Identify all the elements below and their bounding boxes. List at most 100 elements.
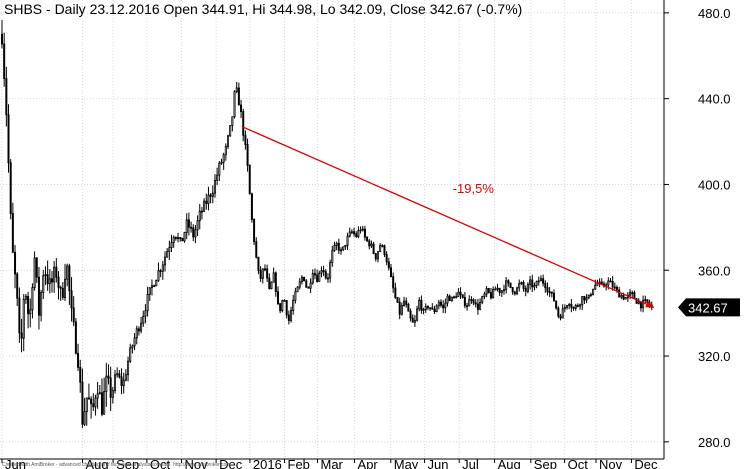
candle-body [3,43,6,79]
candle-body [487,288,490,293]
trendline-annotation: -19,5% [453,181,495,196]
candle-body [203,200,206,212]
candle-body [585,297,588,301]
candle-body [331,249,334,263]
candle-body [0,33,4,45]
candle-body [220,161,223,164]
candle-body [300,276,303,283]
candle-body [498,287,501,293]
x-axis: Jun Aug Sep Oct Nov Dec 2016 Feb Mar Apr May Jun Jul… [1,457,658,469]
candle-body [396,297,399,303]
candle-body [407,304,410,312]
candle-body [161,264,164,272]
candle-body [120,376,123,387]
candle-body [374,253,377,260]
y-tick-label: 480.0 [698,6,731,21]
candle-body [20,332,23,339]
y-tick-label: 280.0 [698,435,731,450]
candle-body [42,275,45,293]
candle-body [411,317,414,323]
candle-body [609,280,612,283]
candle-body [313,273,316,276]
candle-body [235,87,238,93]
candle-body [481,296,484,303]
candle-body [257,256,260,271]
candle-body [27,295,30,315]
candle-body [333,245,336,251]
candle-body [287,314,290,321]
candle-body [16,273,19,299]
candle-body [250,193,253,220]
candle-body [370,243,373,247]
candle-body [383,245,386,255]
candle-body [114,374,117,391]
candle-body [322,270,325,273]
candle-body [509,282,512,288]
candle-body [229,125,232,137]
candle-body [422,309,425,311]
candle-body [253,219,256,243]
candle-body [505,280,508,291]
candle-body [92,403,95,408]
candle-body [33,257,36,288]
candle-body [548,291,551,294]
candle-body [53,266,56,283]
candle-body [177,237,180,240]
candle-body [537,280,540,283]
candle-body [194,229,197,238]
candle-body [557,307,560,317]
candle-body [90,398,93,405]
candle-body [461,294,464,298]
candle-body [231,116,234,126]
candle-body [276,291,279,304]
candle-body [142,315,145,324]
candle-body [346,235,349,246]
candle-body [335,242,338,246]
candle-body [546,287,549,293]
x-tick-label: Nov [599,457,623,469]
candle-body [398,301,401,315]
candle-body [363,228,366,238]
candle-body [466,305,469,308]
x-tick-label: Aug [85,457,108,469]
candle-body [35,257,38,278]
candle-body [127,360,130,376]
candle-body [444,302,447,309]
candle-body [329,262,332,279]
trendline [241,125,655,309]
candle-body [218,162,221,176]
candle-body [144,310,147,317]
candle-body [570,304,573,308]
candle-body [555,300,558,309]
candle-body [485,288,488,295]
candle-body [494,288,497,291]
candle-body [198,210,201,222]
candle-body [192,227,195,238]
candle-body [31,287,34,311]
candle-body [474,302,477,305]
candle-body [448,295,451,302]
candle-body [246,144,249,166]
candle-body [400,305,403,315]
candle-body [376,251,379,260]
candle-body [544,282,547,289]
candle-body [631,292,634,295]
candle-body [453,296,456,299]
candle-body [240,104,243,113]
candle-body [307,286,310,289]
candle-body [483,293,486,298]
candle-body [357,230,360,237]
candle-body [342,246,345,251]
candle-body [209,194,212,197]
last-value-label: 342.67 [678,298,740,317]
candle-body [600,281,603,285]
candle-body [79,366,82,383]
candle-body [281,300,284,312]
candle-body [379,245,382,252]
candle-body [535,281,538,286]
candle-body [24,295,27,300]
candle-body [248,164,251,195]
candle-body [122,379,125,387]
candle-body [279,303,282,312]
